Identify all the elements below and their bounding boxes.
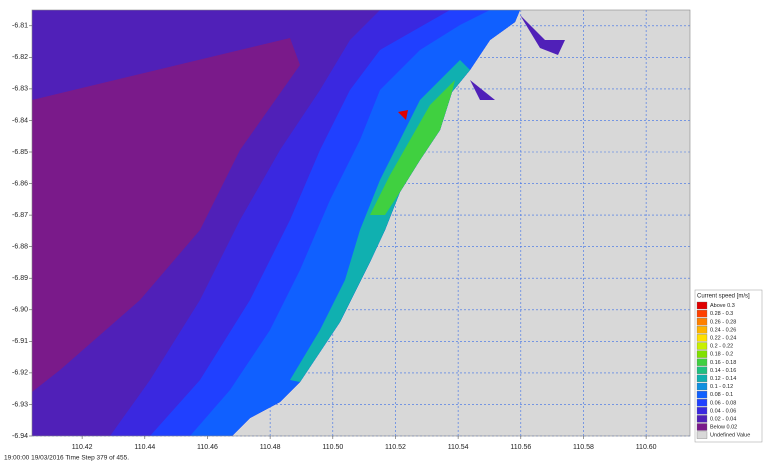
legend-swatch (697, 351, 707, 358)
x-tick-label: 110.48 (260, 444, 281, 451)
legend-swatch (697, 424, 707, 431)
legend-label: 0.24 - 0.26 (710, 327, 736, 333)
y-tick-label: -6.81 (12, 23, 28, 30)
legend-swatch (697, 432, 707, 439)
y-tick-label: -6.83 (12, 86, 28, 93)
y-tick-label: -6.91 (12, 338, 28, 345)
y-tick-label: -6.87 (12, 212, 28, 219)
legend-label: 0.08 - 0.1 (710, 392, 733, 398)
x-tick-label: 110.44 (134, 444, 155, 451)
legend-swatch (697, 318, 707, 325)
legend-label: Below 0.02 (710, 425, 737, 431)
legend-swatch (697, 399, 707, 406)
chart: Current speed [m/s] 19:00:00 19/03/2016 … (0, 0, 764, 464)
legend-label: Undefined Value (710, 433, 750, 439)
x-tick-label: 110.54 (448, 444, 469, 451)
footer: 19:00:00 19/03/2016 Time Step 379 of 455… (4, 455, 129, 462)
legend-label: 0.28 - 0.3 (710, 311, 733, 317)
legend-label: 0.26 - 0.28 (710, 319, 736, 325)
y-tick-label: -6.86 (12, 180, 28, 187)
x-tick-label: 110.42 (72, 444, 93, 451)
legend-label: 0.16 - 0.18 (710, 360, 736, 366)
legend-label: 0.2 - 0.22 (710, 344, 733, 350)
x-tick-label: 110.60 (636, 444, 657, 451)
y-tick-label: -6.93 (12, 401, 28, 408)
legend-swatch (697, 343, 707, 350)
y-tick-label: -6.88 (12, 244, 28, 251)
y-tick-label: -6.90 (12, 307, 28, 314)
legend-label: 0.02 - 0.04 (710, 416, 736, 422)
legend-swatch (697, 334, 707, 341)
legend-swatch (697, 415, 707, 422)
x-tick-label: 110.52 (385, 444, 406, 451)
legend-swatch (697, 367, 707, 374)
y-tick-label: -6.85 (12, 149, 28, 156)
legend-swatch (697, 310, 707, 317)
legend-swatch (697, 407, 707, 414)
y-tick-label: -6.82 (12, 54, 28, 61)
legend-title: Current speed [m/s] (697, 294, 750, 300)
legend-label: 0.06 - 0.08 (710, 400, 736, 406)
legend-swatch (697, 326, 707, 333)
legend-label: 0.22 - 0.24 (710, 335, 736, 341)
x-tick-label: 110.58 (573, 444, 594, 451)
y-tick-label: -6.89 (12, 275, 28, 282)
legend-label: 0.18 - 0.2 (710, 352, 733, 358)
legend-swatch (697, 383, 707, 390)
legend-label: 0.12 - 0.14 (710, 376, 736, 382)
legend-swatch (697, 391, 707, 398)
x-tick-label: 110.56 (510, 444, 531, 451)
legend-label: 0.1 - 0.12 (710, 384, 733, 390)
page: Current speed [m/s] 19:00:00 19/03/2016 … (0, 0, 764, 469)
legend-swatch (697, 302, 707, 309)
legend-label: Above 0.3 (710, 303, 735, 309)
legend-swatch (697, 375, 707, 382)
y-tick-label: -6.94 (12, 433, 28, 440)
x-tick-label: 110.50 (322, 444, 343, 451)
x-tick-label: 110.46 (197, 444, 218, 451)
legend-label: 0.14 - 0.16 (710, 368, 736, 374)
y-tick-label: -6.92 (12, 370, 28, 377)
legend-swatch (697, 359, 707, 366)
y-tick-label: -6.84 (12, 117, 28, 124)
legend-label: 0.04 - 0.06 (710, 408, 736, 414)
